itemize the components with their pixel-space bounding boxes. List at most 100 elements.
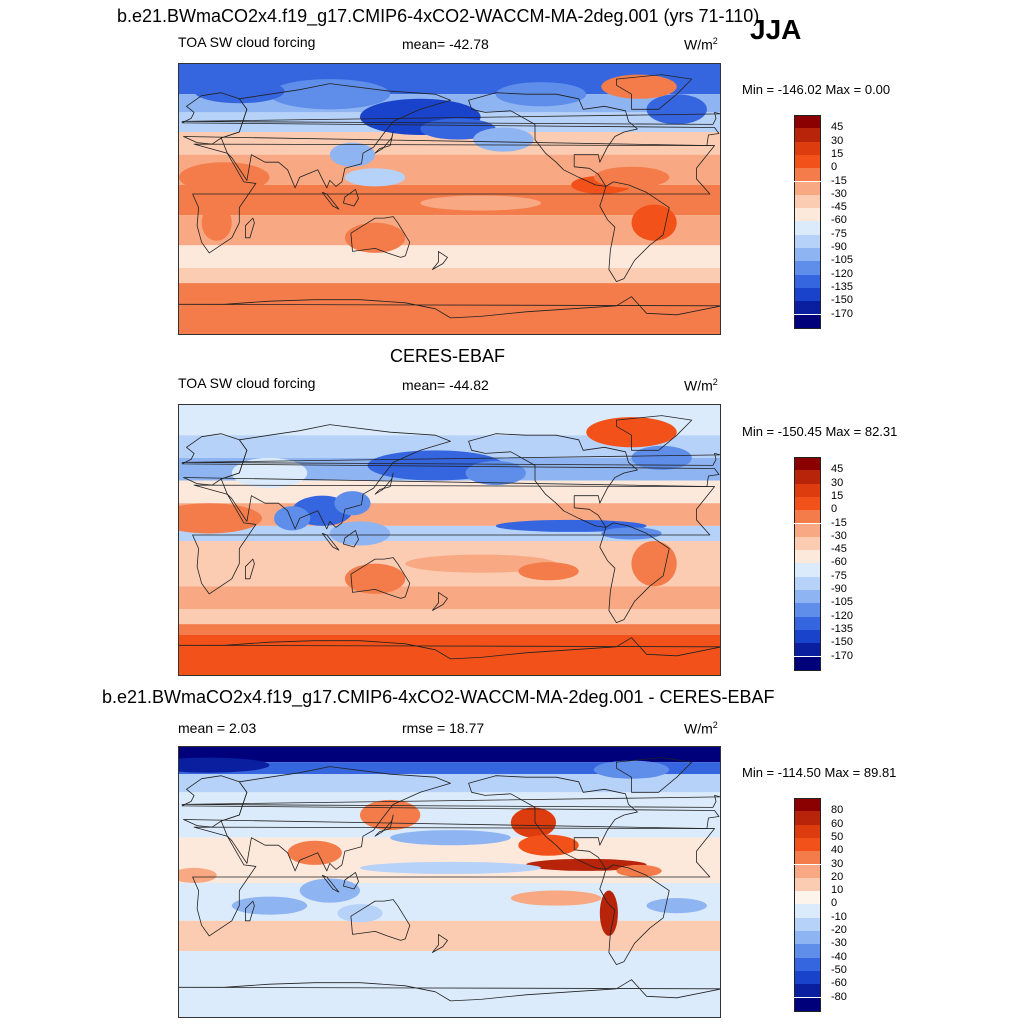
coastline-uk [181, 453, 720, 466]
colorbar-box [794, 798, 821, 813]
panel-2-units: W/m2 [684, 377, 718, 394]
colorbar-box [794, 997, 821, 1012]
colorbar-box [794, 629, 821, 644]
coastline-borneo [343, 530, 359, 548]
colorbar-tick-label: -75 [831, 227, 847, 240]
panel-1-map [178, 63, 721, 335]
colorbar-tick-label: -135 [831, 280, 854, 293]
colorbar-box [794, 590, 821, 604]
colorbar-box [794, 234, 821, 248]
colorbar-box [794, 904, 821, 918]
coastline-japan [374, 131, 394, 154]
colorbar-box [794, 470, 821, 484]
colorbar-box [794, 154, 821, 169]
colorbar-tick-label: -150 [831, 294, 854, 307]
coastline-europe [181, 775, 720, 829]
colorbar-box [794, 194, 821, 209]
coastline-madagascar [245, 558, 255, 580]
colorbar-tick-label: -60 [831, 556, 847, 569]
colorbar-box [794, 314, 821, 329]
colorbar-tick-label: -150 [831, 636, 854, 649]
colorbar-tick-label: 10 [831, 884, 844, 897]
colorbar-tick-label: -135 [831, 622, 854, 635]
colorbar-tick-label: 15 [831, 489, 844, 502]
colorbar-box [794, 128, 821, 142]
panel-2-variable-label: TOA SW cloud forcing [178, 375, 316, 391]
panel-2-minmax: Min = -150.45 Max = 82.31 [742, 424, 898, 439]
colorbar-box [794, 523, 821, 537]
coastline-africa [192, 826, 715, 937]
colorbar-box [794, 957, 821, 971]
colorbar-box [794, 261, 821, 275]
panel-1-variable-label: TOA SW cloud forcing [178, 34, 316, 50]
coastline-europe [181, 92, 720, 146]
coastline-madagascar [245, 217, 255, 239]
colorbar-tick-label: 30 [831, 857, 844, 870]
colorbar-box [794, 837, 821, 852]
coastline-samerica [599, 864, 670, 965]
colorbar-tick-label: -45 [831, 201, 847, 214]
coastline-greenland [616, 757, 693, 793]
coastline-asia [220, 766, 451, 872]
coastline-sumatra [321, 875, 340, 893]
season-label: JJA [750, 14, 802, 45]
coastline-antarctica [179, 637, 720, 660]
colorbar-box [794, 510, 821, 524]
colorbar-box [794, 864, 821, 878]
colorbar-box [794, 274, 821, 288]
colorbar-box [794, 643, 821, 657]
colorbar-tick-label: -60 [831, 977, 847, 990]
coastline-africa [192, 143, 715, 254]
panel-3-rmse: rmse = 18.77 [402, 720, 485, 736]
colorbar-tick-label: -50 [831, 963, 847, 976]
colorbar-tick-label: -75 [831, 569, 847, 582]
coastline-samerica [599, 522, 670, 623]
colorbar-tick-label: -15 [831, 174, 847, 187]
colorbar-tick-label: 0 [831, 161, 838, 174]
coastline-asia [220, 424, 451, 530]
coastline-nz [432, 251, 448, 270]
colorbar-tick-label: 0 [831, 503, 838, 516]
coastline-europe [181, 433, 720, 487]
coastline-sumatra [321, 533, 340, 551]
colorbar-box [794, 248, 821, 262]
colorbar-box [794, 287, 821, 302]
colorbar-tick-label: -10 [831, 910, 847, 923]
panel-1-mean: mean= -42.78 [402, 36, 489, 52]
colorbar-tick-label: -80 [831, 990, 847, 1003]
colorbar-tick-label: -105 [831, 596, 854, 609]
colorbar-tick-label: -105 [831, 254, 854, 267]
panel-2-mean: mean= -44.82 [402, 377, 489, 393]
colorbar-box [794, 168, 821, 182]
colorbar-box [794, 550, 821, 564]
colorbar-tick-label: 45 [831, 121, 844, 134]
colorbar-box [794, 457, 821, 472]
colorbar-tick-label: -170 [831, 307, 854, 320]
coastline-antarctica [179, 979, 720, 1002]
coastline-antarctica [179, 296, 720, 319]
colorbar-tick-label: 60 [831, 817, 844, 830]
colorbar-box [794, 944, 821, 958]
panel-3-title: b.e21.BWmaCO2x4.f19_g17.CMIP6-4xCO2-WACC… [102, 687, 775, 707]
coastline-nz [432, 934, 448, 953]
panel-2-map [178, 404, 721, 676]
coastline-japan [374, 472, 394, 495]
coastline-borneo [343, 872, 359, 890]
colorbar-box [794, 811, 821, 825]
panel-1-units: W/m2 [684, 36, 718, 53]
colorbar-tick-label: -90 [831, 241, 847, 253]
coastline-australia [350, 557, 411, 599]
colorbar-tick-label: -15 [831, 516, 847, 529]
colorbar-box [794, 877, 821, 892]
colorbar-box [794, 301, 821, 315]
colorbar-tick-label: -30 [831, 187, 847, 200]
colorbar-tick-label: -90 [831, 583, 847, 595]
colorbar-box [794, 181, 821, 195]
colorbar-tick-label: -120 [831, 267, 854, 280]
coastline-uk [181, 112, 720, 125]
panel-1-minmax: Min = -146.02 Max = 0.00 [742, 82, 891, 97]
colorbar-box [794, 208, 821, 222]
coastline-australia [350, 216, 411, 258]
coastline-sumatra [321, 192, 340, 210]
coastline-madagascar [245, 900, 255, 922]
